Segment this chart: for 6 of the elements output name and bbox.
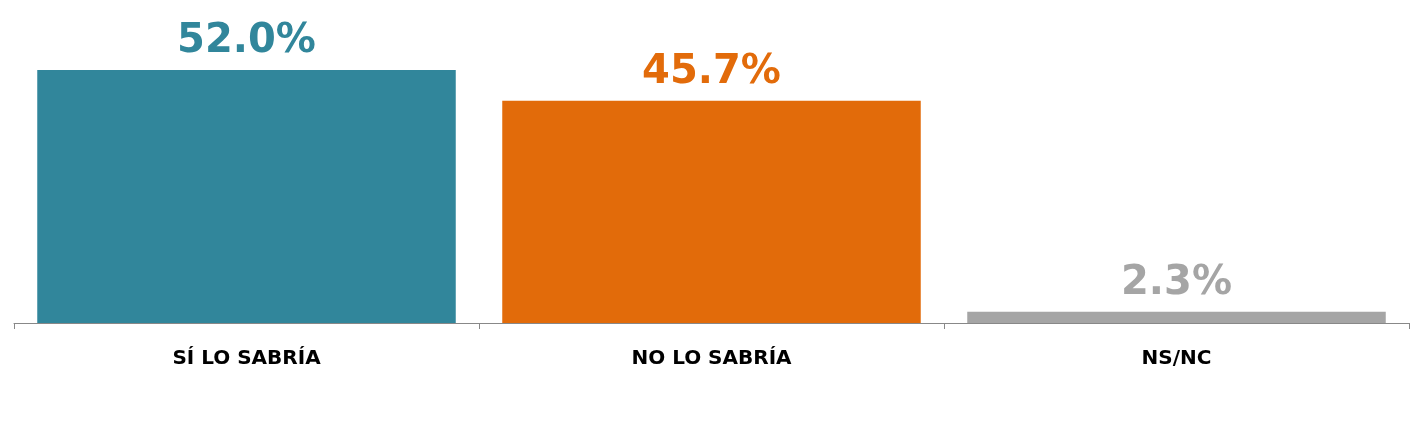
data-label: 2.3% [1121, 256, 1232, 303]
x-tick-label: NS/NC [1141, 345, 1212, 369]
data-label: 52.0% [177, 15, 316, 61]
x-tick-label: NO LO SABRÍA [631, 345, 793, 369]
x-tick-label: SÍ LO SABRÍA [172, 345, 322, 369]
data-label: 45.7% [642, 45, 781, 92]
